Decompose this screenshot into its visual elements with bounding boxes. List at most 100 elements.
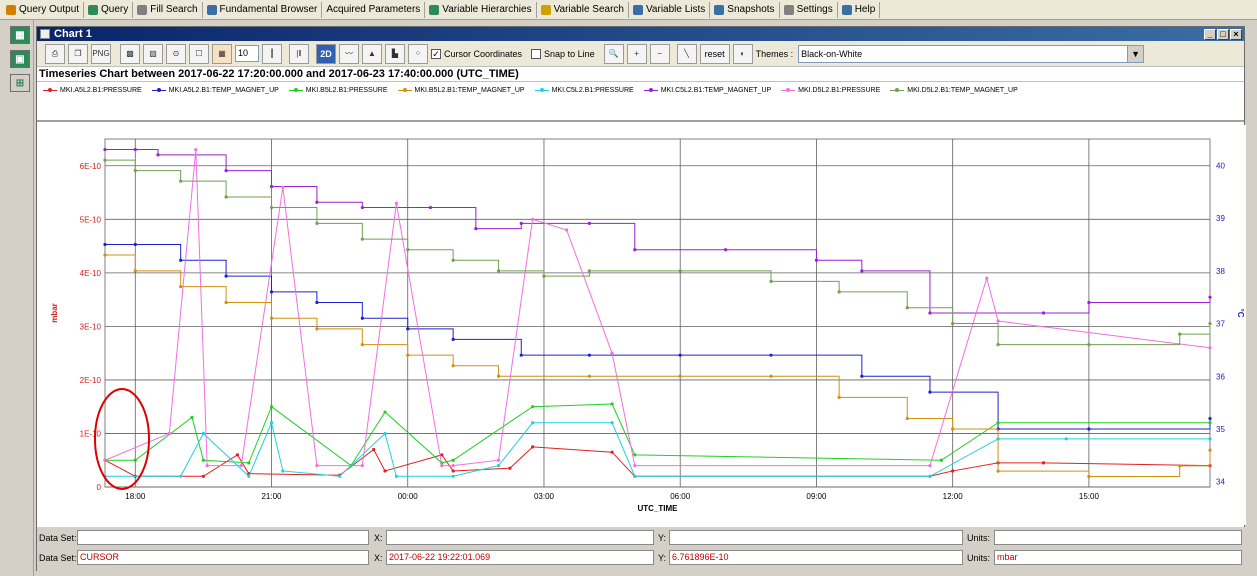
data-point (928, 463, 932, 468)
menu-item[interactable]: Variable Lists (629, 1, 711, 18)
legend-marker-icon (43, 87, 57, 94)
data-point (519, 353, 523, 357)
data-point (247, 461, 251, 465)
data-point (235, 453, 240, 457)
print-icon[interactable]: ⎙ (45, 43, 65, 64)
overview-icon[interactable]: ▦ (10, 26, 30, 44)
data-point (1208, 416, 1212, 421)
data-point (338, 474, 342, 478)
grid-size-input[interactable]: 10 (235, 45, 259, 62)
reset-button[interactable]: reset (699, 43, 730, 64)
scatter-chart-icon[interactable]: ⁘ (408, 43, 428, 64)
x-field[interactable]: 2017-06-22 19:22:01.069 (386, 550, 654, 565)
grid-view-icon[interactable]: ⊞ (10, 74, 30, 92)
y-right-tick-label: 35 (1216, 425, 1225, 434)
units-label: Units: (967, 532, 991, 543)
menu-item[interactable]: Fundamental Browser (203, 1, 323, 18)
draw-line-icon[interactable]: ╲ (676, 43, 697, 64)
data-point (224, 274, 228, 278)
data-point (156, 153, 160, 157)
units-field[interactable]: mbar (994, 550, 1242, 565)
line-chart-icon[interactable]: 〰 (339, 43, 359, 64)
close-button[interactable]: × (1230, 28, 1242, 40)
png-export-button[interactable]: PNG (91, 43, 111, 64)
y-left-tick-label: 0 (97, 483, 102, 492)
legend-item[interactable]: MKI.D5L2.B1:TEMP_MAGNET_UP (890, 87, 1018, 94)
data-point (194, 148, 198, 152)
maximize-button[interactable]: □ (1217, 28, 1229, 40)
grid-icon[interactable]: ▦ (212, 43, 232, 64)
data-point (190, 415, 194, 419)
menu-item[interactable]: Settings (780, 1, 838, 18)
chevron-down-icon: ▼ (1127, 45, 1144, 62)
zoom-out-icon[interactable]: − (649, 43, 670, 64)
dataset-field[interactable]: CURSOR (77, 550, 369, 565)
data-point (247, 474, 251, 478)
data-point (360, 205, 364, 210)
highlight-ellipse (94, 388, 150, 490)
frame-icon[interactable]: ☐ (189, 43, 209, 64)
menu-item[interactable]: Help (838, 1, 881, 18)
data-point (951, 427, 955, 431)
window-title: Chart 1 (54, 28, 92, 40)
menu-item[interactable]: Query Output (2, 1, 85, 18)
data-point (133, 458, 137, 462)
legend-item[interactable]: MKI.B5L2.B1:PRESSURE (288, 87, 388, 94)
copy-icon[interactable]: ❐ (68, 43, 88, 64)
plot-area[interactable]: 18:00 21:00 00:00 03:00 06:00 09:00 12:00 15:00… (37, 125, 1246, 525)
horizontal-scale-icon[interactable]: |‖ (289, 43, 309, 64)
data-point (269, 205, 274, 210)
data-point (610, 450, 614, 454)
timeseries-chart[interactable]: 18:00 21:00 00:00 03:00 06:00 09:00 12:00 15:00… (37, 125, 1246, 525)
data-point (1208, 421, 1212, 425)
data-point (315, 200, 319, 204)
data-point (724, 248, 728, 252)
window-titlebar: Chart 1 _ □ × (37, 27, 1244, 41)
cursor-coordinates-checkbox[interactable]: ✓ Cursor Coordinates (431, 48, 523, 59)
data-point (103, 147, 107, 152)
theme-select[interactable]: Black-on-White ▼ (798, 44, 1145, 63)
dataset-label: Data Set: (39, 532, 77, 543)
area-chart-icon[interactable]: ▲ (362, 43, 382, 64)
data-point (451, 337, 455, 341)
menu-item[interactable]: Variable Hierarchies (425, 1, 537, 18)
x-label: X: (374, 552, 383, 563)
data-point (224, 169, 228, 173)
dataset-field[interactable] (77, 530, 369, 545)
legend-item[interactable]: MKI.C5L2.B1:PRESSURE (534, 87, 634, 94)
mode-2d-button[interactable]: 2D (316, 43, 336, 64)
zoom-fit-icon[interactable]: ▨ (143, 43, 163, 64)
zoom-selection-icon[interactable]: 🔍 (603, 43, 624, 64)
snap-to-line-checkbox[interactable]: Snap to Line (531, 48, 595, 59)
menu-item[interactable]: Query (84, 1, 134, 18)
units-field[interactable] (994, 530, 1242, 545)
chart-view-icon[interactable]: ▣ (10, 50, 30, 68)
y-field[interactable] (669, 530, 963, 545)
legend-item[interactable]: MKI.D5L2.B1:PRESSURE (781, 87, 880, 94)
legend-item[interactable]: MKI.B5L2.B1:TEMP_MAGNET_UP (397, 87, 525, 94)
data-point (633, 474, 637, 478)
menu-item[interactable]: Acquired Parameters (322, 1, 426, 18)
y-field[interactable]: 6.761896E-10 (669, 550, 963, 565)
crosshair-icon[interactable]: ⊙ (166, 43, 186, 64)
data-point (1087, 300, 1091, 305)
data-point (928, 474, 932, 478)
legend-item[interactable]: MKI.A5L2.B1:PRESSURE (43, 87, 142, 94)
minimize-button[interactable]: _ (1204, 28, 1216, 40)
y-right-axis-label: °C (1236, 309, 1245, 318)
zoom-in-icon[interactable]: + (626, 43, 647, 64)
bar-chart-icon[interactable]: ▙ (385, 43, 405, 64)
themes-icon[interactable]: ◐ (732, 43, 753, 64)
menu-item[interactable]: Fill Search (133, 1, 203, 18)
menu-item[interactable]: Variable Search (537, 1, 629, 18)
zoom-region-icon[interactable]: ▩ (120, 43, 140, 64)
data-point (610, 402, 614, 406)
data-point (951, 469, 955, 473)
data-point (269, 184, 274, 189)
legend-item[interactable]: MKI.C5L2.B1:TEMP_MAGNET_UP (643, 87, 771, 94)
legend-item[interactable]: MKI.A5L2.B1:TEMP_MAGNET_UP (151, 87, 279, 94)
x-field[interactable] (386, 530, 654, 545)
menu-item[interactable]: Snapshots (710, 1, 780, 18)
data-point (587, 374, 591, 378)
vertical-bars-icon[interactable]: ┃ (262, 43, 282, 64)
